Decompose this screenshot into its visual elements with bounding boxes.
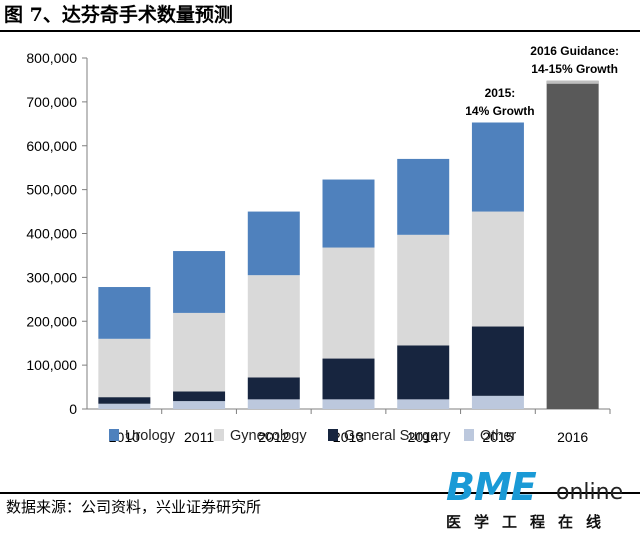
bar-other-2010 xyxy=(98,403,151,409)
logo-main-text: BME xyxy=(446,465,537,509)
legend-label: Urology xyxy=(125,428,176,444)
bme-logo: BME online 医学工程在线 xyxy=(446,466,638,536)
bar-other-2012 xyxy=(247,399,300,409)
x-tick-label: 2016 xyxy=(557,429,588,445)
legend-swatch-gynecology xyxy=(214,429,224,441)
legend-label: General Surgery xyxy=(344,428,451,444)
source-rule xyxy=(0,492,640,494)
source-note: 数据来源：公司资料，兴业证券研究所 xyxy=(6,498,262,516)
bar-urology-2012 xyxy=(247,211,300,276)
y-tick-label: 0 xyxy=(69,401,77,417)
annotation-label: 14% Growth xyxy=(465,104,534,118)
bar-other-2015 xyxy=(471,395,524,409)
title-rule xyxy=(0,30,640,32)
legend-label: Gynecology xyxy=(230,428,307,444)
bar-other-2011 xyxy=(173,401,226,409)
bar-urology-2011 xyxy=(173,251,226,313)
bar-general-surgery-2015 xyxy=(471,326,524,396)
y-tick-label: 200,000 xyxy=(26,313,77,329)
x-tick-label: 2015 xyxy=(482,429,513,445)
y-tick-label: 300,000 xyxy=(26,269,77,285)
y-tick-label: 100,000 xyxy=(26,357,77,373)
bar-guidance-2016 xyxy=(546,80,599,409)
y-tick-label: 800,000 xyxy=(26,50,77,66)
bar-gynecology-2015 xyxy=(471,211,524,327)
bar-gynecology-2014 xyxy=(397,234,450,346)
bar-gynecology-2013 xyxy=(322,247,375,359)
annotation-label: 2015: xyxy=(485,86,516,100)
y-tick-label: 600,000 xyxy=(26,138,77,154)
legend-swatch-general-surgery xyxy=(328,429,338,441)
bar-gynecology-2011 xyxy=(173,312,226,392)
logo-cn-text: 医学工程在线 xyxy=(446,513,615,531)
bar-general-surgery-2013 xyxy=(322,358,375,400)
bar-general-surgery-2011 xyxy=(173,391,226,402)
stacked-bar-chart: 0 100,000 200,000 300,000 400,000 500,000 600,… xyxy=(26,44,619,445)
bar-urology-2013 xyxy=(322,179,375,248)
bar-gynecology-2012 xyxy=(247,275,300,378)
bar-other-2014 xyxy=(397,399,450,409)
legend-label: Other xyxy=(480,428,516,444)
bar-urology-2014 xyxy=(397,158,450,235)
bar-guidance-cap-2016 xyxy=(546,80,599,84)
logo-sub-text: online xyxy=(556,480,624,505)
legend-swatch-urology xyxy=(109,429,119,441)
bar-other-2013 xyxy=(322,399,375,409)
x-tick-label: 2012 xyxy=(258,429,289,445)
y-tick-label: 400,000 xyxy=(26,226,77,242)
y-tick-label: 700,000 xyxy=(26,94,77,110)
bar-gynecology-2010 xyxy=(98,338,151,398)
annotation-label: 2016 Guidance: xyxy=(530,44,619,58)
bar-general-surgery-2014 xyxy=(397,345,450,400)
annotation-label: 14-15% Growth xyxy=(531,62,618,76)
bar-urology-2010 xyxy=(98,287,151,339)
x-tick-label: 2013 xyxy=(333,429,364,445)
x-tick-label: 2014 xyxy=(408,429,439,445)
bar-general-surgery-2012 xyxy=(247,377,300,400)
y-tick-label: 500,000 xyxy=(26,182,77,198)
x-tick-label: 2011 xyxy=(184,429,214,445)
bar-urology-2015 xyxy=(471,122,524,212)
bar-general-surgery-2010 xyxy=(98,397,151,404)
legend-swatch-other xyxy=(464,429,474,441)
figure-title: 图 7、达芬奇手术数量预测 xyxy=(4,4,233,26)
